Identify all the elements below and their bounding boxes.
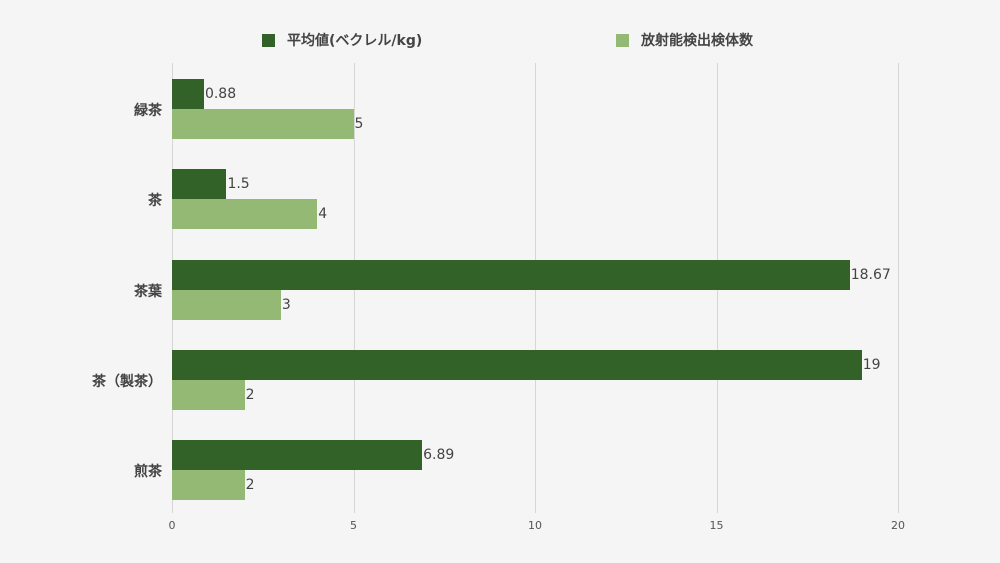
bar-count: [172, 199, 318, 230]
x-tick-label: 0: [168, 519, 176, 532]
data-label: 19: [862, 356, 881, 373]
x-tick-label: 20: [891, 519, 905, 532]
data-label: 1.5: [227, 176, 250, 193]
bar-count: [172, 470, 245, 501]
data-label: 2: [245, 386, 255, 403]
data-label: 6.89: [423, 447, 455, 464]
category-label: 茶葉: [134, 283, 162, 300]
bar-count: [172, 289, 281, 320]
data-label: 0.88: [204, 86, 237, 102]
x-tick-label: 5: [350, 519, 357, 532]
legend-label: 放射能検出検体数: [641, 33, 753, 49]
category-label: 茶: [148, 193, 162, 210]
category-label: 緑茶: [134, 103, 162, 119]
bar-average: [172, 79, 204, 109]
bar-average: [172, 440, 423, 471]
bar-count: [172, 109, 354, 139]
legend-item-average: 平均値(ベクレル/kg): [262, 30, 422, 50]
category-label: 茶（製茶）: [92, 373, 162, 390]
legend-swatch-dark-green: [262, 33, 275, 47]
data-label: 5: [354, 116, 364, 132]
data-label: 4: [318, 206, 328, 223]
bar-count: [172, 379, 245, 410]
bar-average: [172, 349, 862, 380]
data-label: 18.67: [850, 266, 891, 283]
bar-average: [172, 169, 227, 200]
data-label: 3: [281, 296, 291, 313]
legend-item-count: 放射能検出検体数: [616, 30, 753, 50]
bar-average: [172, 259, 850, 290]
category-label: 煎茶: [134, 464, 162, 481]
legend-swatch-light-green: [616, 33, 629, 47]
x-tick-label: 10: [528, 519, 542, 532]
x-tick-label: 15: [709, 519, 724, 532]
legend-label: 平均値(ベクレル/kg): [287, 33, 423, 49]
chart-legend: 平均値(ベクレル/kg) 放射能検出検体数: [0, 30, 1000, 52]
data-label: 2: [245, 477, 255, 494]
gridline: [898, 63, 899, 513]
